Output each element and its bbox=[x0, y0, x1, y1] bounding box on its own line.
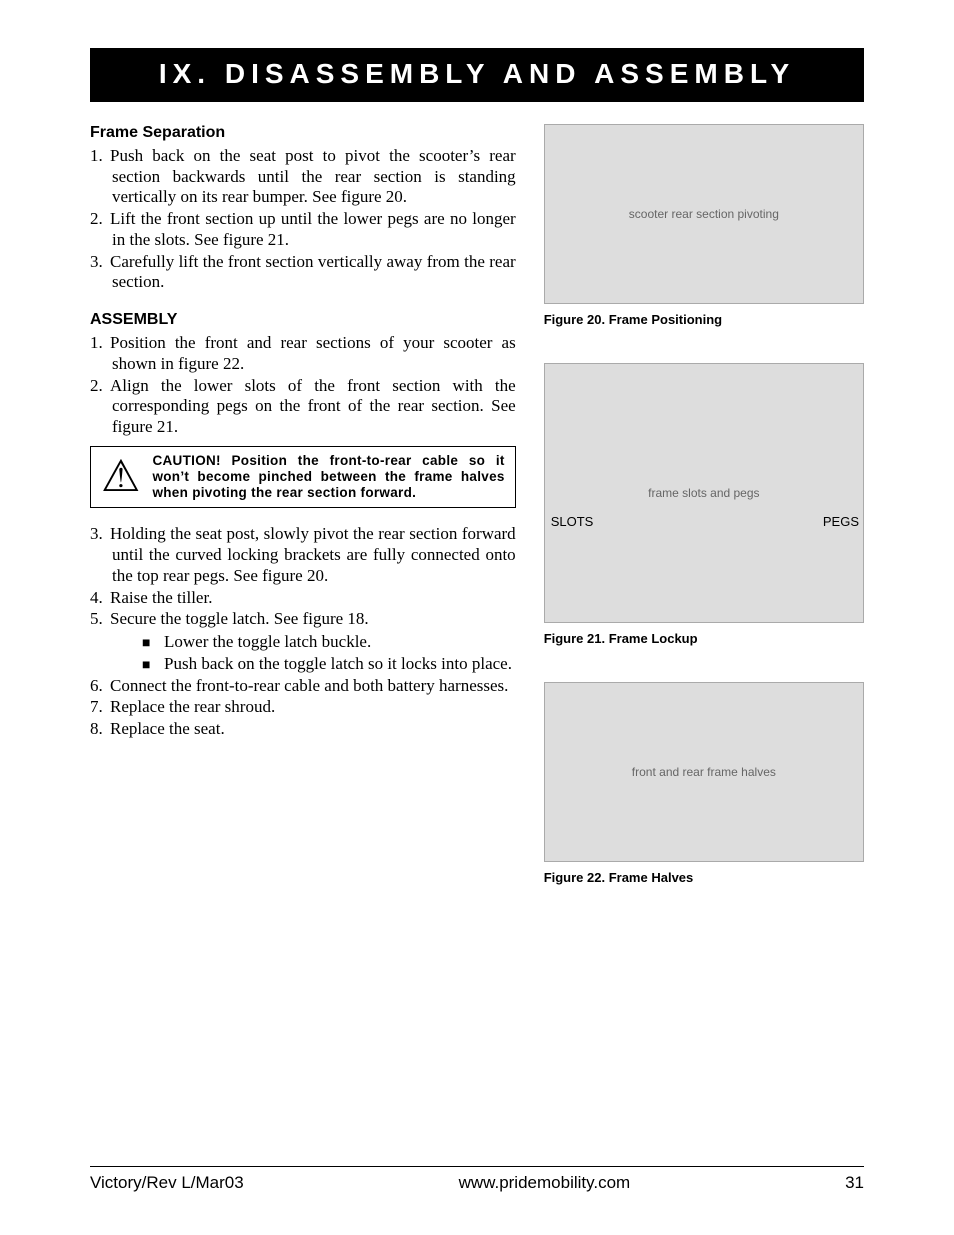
left-column: Frame Separation 1.Push back on the seat… bbox=[90, 124, 516, 921]
right-column: scooter rear section pivoting Figure 20.… bbox=[544, 124, 864, 921]
caution-text: CAUTION! Position the front-to-rear cabl… bbox=[152, 453, 504, 502]
list-text: Holding the seat post, slowly pivot the … bbox=[110, 524, 516, 584]
list-item: 3.Holding the seat post, slowly pivot th… bbox=[90, 524, 516, 586]
figure-21-image: frame slots and pegs SLOTS PEGS bbox=[544, 363, 864, 623]
figure-21-caption: Figure 21. Frame Lockup bbox=[544, 631, 864, 646]
list-item: ■Push back on the toggle latch so it loc… bbox=[142, 654, 516, 675]
footer-page-number: 31 bbox=[845, 1173, 864, 1193]
list-text: Replace the seat. bbox=[110, 719, 225, 738]
figure-21-label-pegs: PEGS bbox=[823, 514, 859, 529]
list-text: Align the lower slots of the front secti… bbox=[110, 376, 516, 436]
list-text: Push back on the seat post to pivot the … bbox=[110, 146, 516, 206]
footer-revision: Victory/Rev L/Mar03 bbox=[90, 1173, 244, 1193]
figure-22: front and rear frame halves Figure 22. F… bbox=[544, 682, 864, 885]
figure-20-image: scooter rear section pivoting bbox=[544, 124, 864, 304]
list-text: Raise the tiller. bbox=[110, 588, 212, 607]
list-text: Position the front and rear sections of … bbox=[110, 333, 516, 373]
figure-22-caption: Figure 22. Frame Halves bbox=[544, 870, 864, 885]
frame-separation-list: 1.Push back on the seat post to pivot th… bbox=[90, 146, 516, 293]
list-text: Connect the front-to-rear cable and both… bbox=[110, 676, 508, 695]
list-item: ■Lower the toggle latch buckle. bbox=[142, 632, 516, 653]
figure-20-caption: Figure 20. Frame Positioning bbox=[544, 312, 864, 327]
frame-separation-title: Frame Separation bbox=[90, 124, 516, 142]
figure-22-image: front and rear frame halves bbox=[544, 682, 864, 862]
list-item: 2.Align the lower slots of the front sec… bbox=[90, 376, 516, 438]
figure-21-label-slots: SLOTS bbox=[551, 514, 594, 529]
list-text: Carefully lift the front section vertica… bbox=[110, 252, 516, 292]
footer: Victory/Rev L/Mar03 www.pridemobility.co… bbox=[90, 1166, 864, 1193]
assembly-list-top: 1.Position the front and rear sections o… bbox=[90, 333, 516, 438]
list-item: 1.Position the front and rear sections o… bbox=[90, 333, 516, 374]
list-item: 7.Replace the rear shroud. bbox=[90, 697, 516, 718]
figure-alt: scooter rear section pivoting bbox=[629, 207, 779, 221]
caution-box: ⚠ CAUTION! Position the front-to-rear ca… bbox=[90, 446, 516, 509]
list-text: Push back on the toggle latch so it lock… bbox=[164, 654, 512, 673]
list-item: 6.Connect the front-to-rear cable and bo… bbox=[90, 676, 516, 697]
list-item: 3.Carefully lift the front section verti… bbox=[90, 252, 516, 293]
figure-alt: frame slots and pegs bbox=[648, 486, 759, 500]
list-text: Lift the front section up until the lowe… bbox=[110, 209, 516, 249]
list-item: 5.Secure the toggle latch. See figure 18… bbox=[90, 609, 516, 674]
list-item: 8.Replace the seat. bbox=[90, 719, 516, 740]
warning-triangle-icon: ⚠ bbox=[97, 455, 144, 499]
list-text: Secure the toggle latch. See figure 18. bbox=[110, 609, 369, 628]
footer-url: www.pridemobility.com bbox=[459, 1173, 631, 1193]
assembly-list-bottom: 3.Holding the seat post, slowly pivot th… bbox=[90, 524, 516, 739]
figure-alt: front and rear frame halves bbox=[632, 765, 776, 779]
content-columns: Frame Separation 1.Push back on the seat… bbox=[90, 124, 864, 921]
list-text: Replace the rear shroud. bbox=[110, 697, 275, 716]
list-item: 1.Push back on the seat post to pivot th… bbox=[90, 146, 516, 208]
list-item: 4.Raise the tiller. bbox=[90, 588, 516, 609]
list-item: 2.Lift the front section up until the lo… bbox=[90, 209, 516, 250]
sub-bullets: ■Lower the toggle latch buckle. ■Push ba… bbox=[112, 632, 516, 674]
list-text: Lower the toggle latch buckle. bbox=[164, 632, 371, 651]
assembly-title: ASSEMBLY bbox=[90, 311, 516, 329]
page-header: IX. DISASSEMBLY AND ASSEMBLY bbox=[90, 48, 864, 102]
figure-20: scooter rear section pivoting Figure 20.… bbox=[544, 124, 864, 327]
figure-21: frame slots and pegs SLOTS PEGS Figure 2… bbox=[544, 363, 864, 646]
